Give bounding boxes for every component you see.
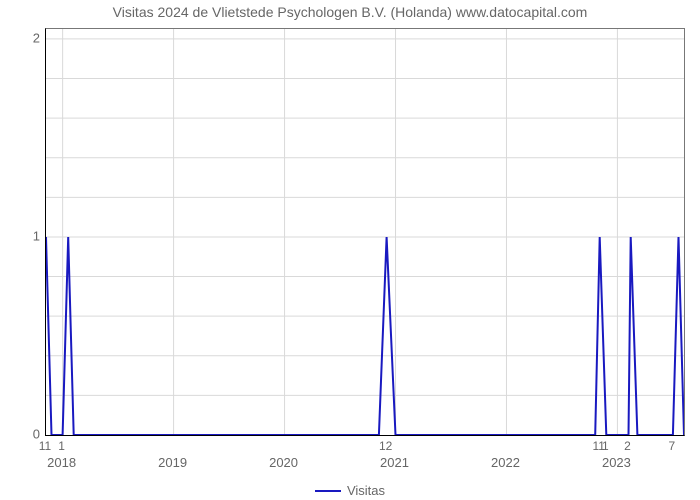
legend-swatch: [315, 490, 341, 492]
x-year-label: 2020: [269, 455, 298, 470]
chart-title: Visitas 2024 de Vlietstede Psychologen B…: [0, 4, 700, 20]
legend: Visitas: [0, 482, 700, 498]
x-year-label: 2019: [158, 455, 187, 470]
plot-area: [45, 28, 685, 436]
y-tick-label: 2: [10, 30, 40, 45]
y-tick-label: 1: [10, 228, 40, 243]
x-month-label: 1: [58, 439, 65, 453]
x-year-label: 2022: [491, 455, 520, 470]
chart-container: Visitas 2024 de Vlietstede Psychologen B…: [0, 0, 700, 500]
x-month-label: 11: [39, 439, 51, 453]
x-year-label: 2018: [47, 455, 76, 470]
legend-label: Visitas: [347, 483, 385, 498]
x-month-label: 2: [624, 439, 631, 453]
x-month-label: 12: [379, 439, 392, 453]
x-year-label: 2023: [602, 455, 631, 470]
x-year-label: 2021: [380, 455, 409, 470]
x-month-label: 1: [602, 439, 609, 453]
chart-svg: [46, 29, 684, 435]
x-month-label: 7: [669, 439, 676, 453]
y-tick-label: 0: [10, 427, 40, 442]
